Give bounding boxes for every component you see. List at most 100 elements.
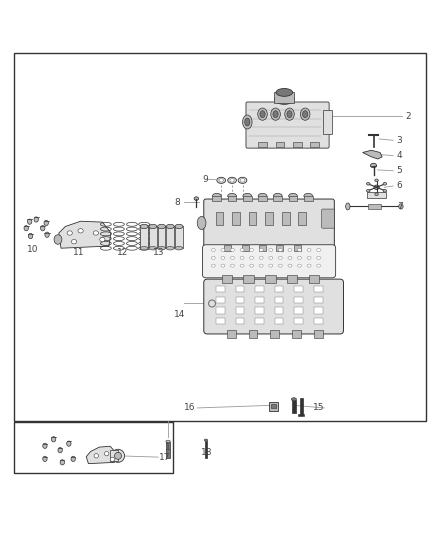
Text: 7: 7 bbox=[397, 202, 403, 211]
Bar bbox=[294, 296, 303, 303]
Bar bbox=[236, 296, 244, 303]
Ellipse shape bbox=[228, 177, 237, 183]
Bar bbox=[294, 318, 303, 325]
Bar bbox=[276, 245, 283, 251]
Bar bbox=[304, 196, 313, 201]
Ellipse shape bbox=[194, 197, 198, 200]
Ellipse shape bbox=[110, 457, 115, 462]
Ellipse shape bbox=[166, 246, 174, 250]
Ellipse shape bbox=[230, 179, 234, 182]
Ellipse shape bbox=[212, 256, 215, 260]
Ellipse shape bbox=[166, 440, 170, 443]
Text: 3: 3 bbox=[397, 136, 403, 145]
Ellipse shape bbox=[297, 264, 301, 267]
Ellipse shape bbox=[240, 179, 245, 182]
Ellipse shape bbox=[371, 163, 377, 168]
Ellipse shape bbox=[230, 248, 234, 252]
Text: 15: 15 bbox=[312, 403, 324, 413]
Ellipse shape bbox=[245, 118, 250, 126]
Bar bbox=[216, 308, 225, 313]
Bar bbox=[249, 329, 257, 338]
Ellipse shape bbox=[67, 441, 71, 446]
Ellipse shape bbox=[243, 193, 252, 199]
Text: 14: 14 bbox=[174, 310, 186, 319]
Ellipse shape bbox=[307, 248, 311, 252]
Bar bbox=[314, 318, 322, 325]
Ellipse shape bbox=[238, 177, 247, 183]
Bar bbox=[269, 402, 278, 410]
Bar bbox=[314, 329, 322, 338]
Ellipse shape bbox=[279, 264, 283, 267]
Ellipse shape bbox=[219, 179, 223, 182]
Ellipse shape bbox=[273, 111, 278, 118]
Text: 1: 1 bbox=[165, 443, 171, 453]
Bar bbox=[255, 286, 264, 292]
Ellipse shape bbox=[289, 193, 297, 199]
Ellipse shape bbox=[250, 256, 254, 260]
Bar bbox=[140, 227, 148, 248]
Bar bbox=[311, 142, 319, 147]
Ellipse shape bbox=[28, 233, 33, 239]
Bar bbox=[236, 286, 244, 292]
Bar bbox=[227, 329, 236, 338]
Ellipse shape bbox=[287, 111, 292, 118]
Ellipse shape bbox=[375, 179, 378, 182]
Ellipse shape bbox=[300, 108, 310, 120]
Bar bbox=[232, 212, 240, 225]
Ellipse shape bbox=[303, 111, 308, 118]
Ellipse shape bbox=[212, 248, 215, 252]
Ellipse shape bbox=[100, 237, 105, 241]
Bar bbox=[216, 318, 225, 325]
Text: 6: 6 bbox=[397, 181, 403, 190]
Ellipse shape bbox=[51, 437, 56, 442]
Bar bbox=[258, 142, 267, 147]
Ellipse shape bbox=[275, 93, 294, 104]
Bar bbox=[175, 227, 183, 248]
Ellipse shape bbox=[197, 216, 206, 230]
Ellipse shape bbox=[204, 439, 208, 441]
Bar bbox=[216, 296, 225, 303]
Ellipse shape bbox=[259, 256, 263, 260]
Ellipse shape bbox=[44, 220, 48, 225]
Text: 11: 11 bbox=[73, 248, 85, 256]
Text: 9: 9 bbox=[202, 175, 208, 184]
FancyBboxPatch shape bbox=[246, 102, 329, 148]
Bar bbox=[292, 400, 296, 413]
Ellipse shape bbox=[228, 193, 237, 199]
Bar bbox=[276, 142, 284, 147]
Ellipse shape bbox=[297, 248, 301, 252]
Text: 17: 17 bbox=[159, 453, 170, 462]
Ellipse shape bbox=[175, 224, 183, 229]
Ellipse shape bbox=[307, 256, 311, 260]
Bar bbox=[314, 308, 322, 313]
Ellipse shape bbox=[367, 189, 370, 192]
Ellipse shape bbox=[375, 193, 378, 196]
Ellipse shape bbox=[71, 456, 75, 462]
Bar bbox=[293, 142, 302, 147]
Ellipse shape bbox=[273, 193, 282, 199]
Bar bbox=[242, 245, 249, 251]
Polygon shape bbox=[363, 150, 382, 159]
Bar bbox=[367, 192, 386, 198]
Ellipse shape bbox=[399, 204, 403, 209]
Ellipse shape bbox=[43, 456, 47, 462]
Bar bbox=[244, 275, 254, 282]
Bar bbox=[274, 92, 294, 103]
Ellipse shape bbox=[93, 231, 99, 235]
Ellipse shape bbox=[297, 256, 301, 260]
Bar bbox=[166, 442, 170, 457]
Ellipse shape bbox=[45, 232, 49, 237]
Ellipse shape bbox=[28, 219, 32, 224]
Ellipse shape bbox=[243, 115, 252, 129]
Ellipse shape bbox=[230, 264, 234, 267]
Ellipse shape bbox=[250, 264, 254, 267]
Bar bbox=[275, 318, 283, 325]
Polygon shape bbox=[86, 446, 117, 464]
Ellipse shape bbox=[217, 177, 226, 183]
Ellipse shape bbox=[250, 248, 254, 252]
Ellipse shape bbox=[240, 256, 244, 260]
Ellipse shape bbox=[54, 235, 62, 244]
Ellipse shape bbox=[304, 193, 313, 199]
Bar bbox=[222, 275, 232, 282]
Ellipse shape bbox=[259, 248, 263, 252]
